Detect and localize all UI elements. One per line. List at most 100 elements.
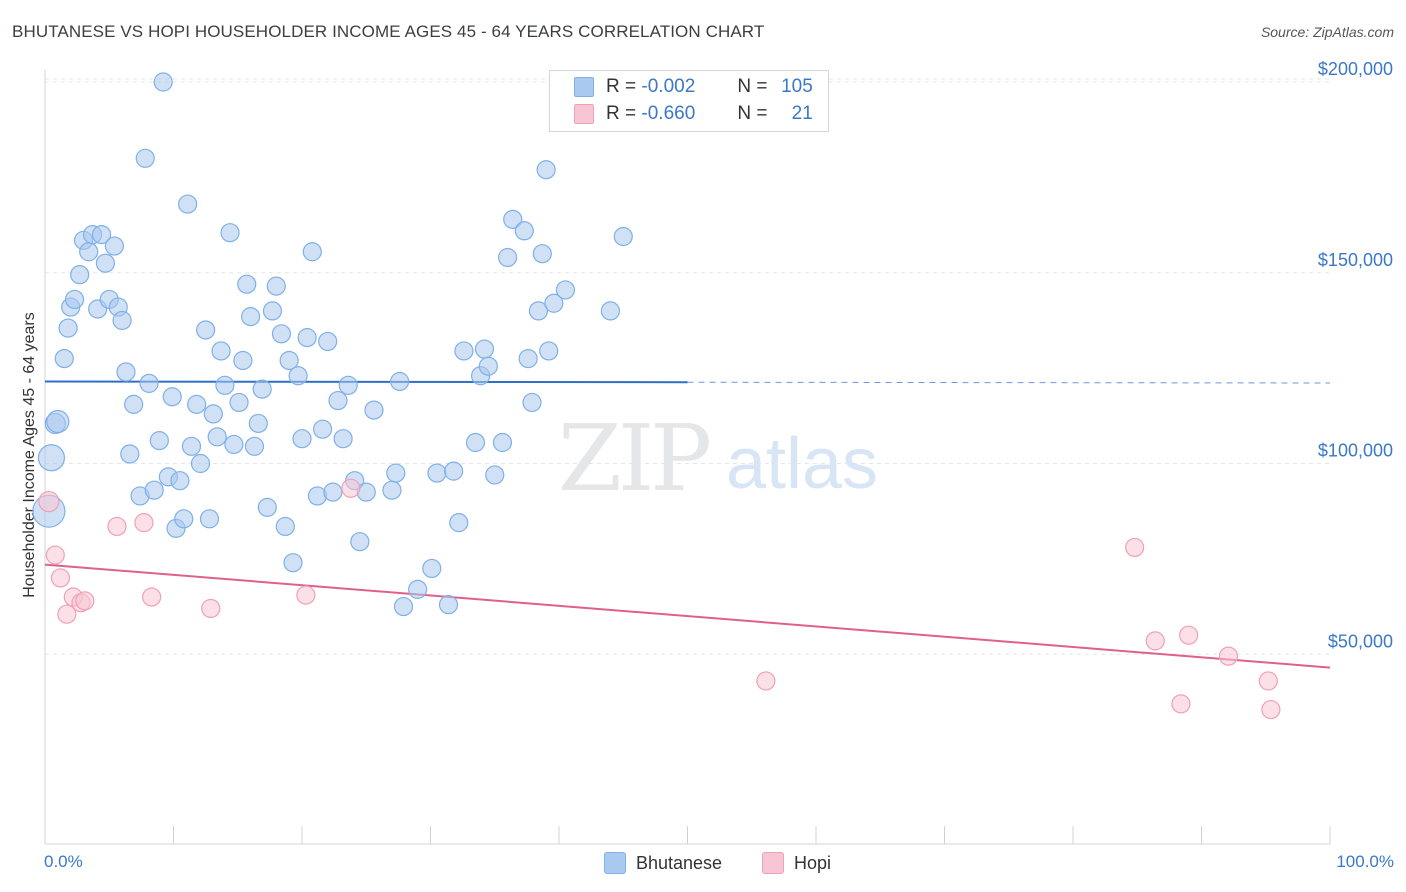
point-bhutanese — [386, 463, 406, 483]
point-bhutanese — [422, 558, 442, 579]
point-bhutanese — [196, 320, 216, 340]
point-bhutanese — [91, 225, 112, 245]
point-hopi — [38, 491, 60, 513]
point-bhutanese — [600, 301, 621, 321]
point-hopi — [1145, 631, 1165, 651]
point-hopi — [45, 545, 65, 565]
point-hopi — [107, 516, 127, 537]
point-bhutanese — [333, 429, 353, 449]
point-bhutanese — [528, 301, 549, 321]
point-hopi — [756, 671, 776, 691]
point-bhutanese — [328, 390, 348, 411]
point-bhutanese — [544, 293, 564, 313]
point-bhutanese — [64, 289, 85, 310]
point-bhutanese — [70, 265, 90, 285]
trend-line-hopi — [44, 563, 1331, 669]
point-bhutanese — [536, 160, 556, 180]
point-bhutanese — [390, 371, 410, 392]
series-legend-bhutanese[interactable]: Bhutanese — [604, 852, 722, 874]
legend-row-bhutanese: R = -0.002 N = 105 — [574, 75, 813, 99]
legend-n-label: N = — [737, 103, 768, 124]
point-bhutanese — [408, 579, 428, 599]
point-hopi — [201, 598, 221, 619]
point-bhutanese — [116, 362, 136, 382]
y-tick-label: $100,000 — [1318, 441, 1393, 461]
point-bhutanese — [237, 274, 257, 294]
point-bhutanese — [613, 226, 633, 247]
y-tick-label: $200,000 — [1318, 59, 1393, 79]
point-bhutanese — [120, 444, 140, 464]
point-hopi — [1258, 671, 1278, 691]
point-bhutanese — [199, 509, 220, 529]
x-tick-label-max: 100.0% — [1336, 852, 1394, 871]
point-bhutanese — [454, 341, 474, 361]
point-bhutanese — [262, 301, 283, 321]
point-hopi — [1125, 537, 1145, 558]
point-bhutanese — [244, 436, 265, 456]
legend-r-label: R = — [606, 76, 637, 97]
point-hopi — [1171, 694, 1191, 714]
point-bhutanese — [318, 331, 338, 352]
point-bhutanese — [229, 392, 249, 413]
legend-r-value: -0.660 — [641, 103, 696, 124]
chart-title: BHUTANESE VS HOPI HOUSEHOLDER INCOME AGE… — [12, 22, 765, 41]
point-bhutanese — [539, 341, 559, 361]
point-bhutanese — [220, 223, 240, 243]
y-tick-label: $50,000 — [1328, 631, 1393, 651]
legend-n-label: N = — [737, 76, 768, 97]
legend-row-hopi: R = -0.660 N = 21 — [574, 102, 813, 126]
stats-legend: R = -0.002 N = 105 R = -0.660 N = 21 — [549, 70, 829, 132]
point-hopi — [75, 591, 95, 611]
point-bhutanese — [312, 419, 333, 439]
point-bhutanese — [58, 318, 78, 338]
series-label-hopi: Hopi — [794, 852, 832, 873]
point-bhutanese — [279, 350, 299, 371]
point-bhutanese — [449, 513, 469, 533]
series-swatch-hopi — [762, 852, 784, 874]
legend-r-label: R = — [606, 103, 637, 124]
point-bhutanese — [149, 431, 169, 451]
point-bhutanese — [478, 356, 498, 376]
trend-extension-bhutanese — [687, 381, 1331, 384]
point-bhutanese — [37, 444, 66, 472]
chart-source: Source: ZipAtlas.com — [1260, 24, 1394, 40]
point-hopi — [1218, 646, 1239, 666]
point-bhutanese — [181, 436, 202, 456]
point-bhutanese — [95, 253, 115, 273]
point-bhutanese — [257, 497, 277, 517]
series-legend-hopi[interactable]: Hopi — [762, 852, 831, 874]
point-bhutanese — [522, 392, 542, 413]
point-bhutanese — [382, 480, 402, 500]
point-bhutanese — [46, 409, 70, 434]
point-bhutanese — [518, 348, 538, 369]
point-bhutanese — [174, 509, 194, 529]
point-bhutanese — [292, 429, 312, 449]
point-hopi — [50, 568, 71, 588]
point-bhutanese — [211, 341, 231, 361]
point-bhutanese — [187, 394, 207, 414]
point-bhutanese — [54, 348, 74, 369]
point-bhutanese — [124, 394, 144, 414]
point-bhutanese — [178, 194, 198, 214]
point-hopi — [142, 587, 162, 607]
point-bhutanese — [498, 247, 518, 268]
point-bhutanese — [224, 434, 244, 455]
point-bhutanese — [492, 432, 513, 453]
point-hopi — [1179, 625, 1199, 645]
point-bhutanese — [438, 595, 459, 615]
point-bhutanese — [207, 427, 227, 447]
point-bhutanese — [474, 339, 495, 359]
legend-swatch-bhutanese — [574, 77, 594, 97]
point-bhutanese — [135, 148, 155, 168]
point-bhutanese — [233, 350, 253, 371]
series-swatch-bhutanese — [604, 852, 626, 874]
series-label-bhutanese: Bhutanese — [636, 852, 723, 873]
legend-n-value: 105 — [781, 76, 813, 97]
point-bhutanese — [444, 461, 464, 481]
point-bhutanese — [170, 471, 190, 491]
point-bhutanese — [465, 432, 486, 453]
point-bhutanese — [297, 328, 317, 348]
point-hopi — [296, 585, 316, 605]
point-bhutanese — [485, 465, 505, 485]
point-bhutanese — [427, 463, 447, 483]
